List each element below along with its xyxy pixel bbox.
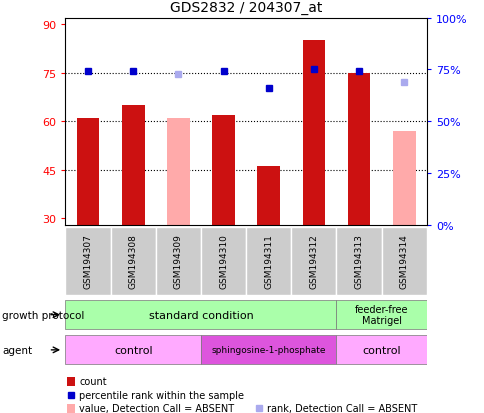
Bar (200, 335, 336, 365)
Text: GSM194309: GSM194309 (174, 234, 182, 289)
Text: GSM194310: GSM194310 (219, 234, 227, 289)
Bar (245, 227, 291, 295)
Bar (336, 300, 426, 330)
Bar (336, 227, 381, 295)
Bar (291, 227, 336, 295)
Bar (67, 404, 75, 413)
Bar (392, 131, 415, 225)
Text: agent: agent (2, 345, 32, 355)
Bar (336, 335, 426, 365)
Text: sphingosine-1-phosphate: sphingosine-1-phosphate (211, 346, 325, 354)
Text: feeder-free
Matrigel: feeder-free Matrigel (354, 304, 408, 326)
Text: GSM194313: GSM194313 (354, 234, 363, 289)
Bar (110, 227, 155, 295)
Bar (167, 119, 189, 225)
Text: count: count (79, 376, 106, 386)
Title: GDS2832 / 204307_at: GDS2832 / 204307_at (169, 1, 322, 15)
Bar (121, 106, 144, 225)
Text: GSM194312: GSM194312 (309, 234, 318, 289)
Bar (67, 377, 75, 386)
Text: GSM194308: GSM194308 (128, 234, 137, 289)
Text: GSM194314: GSM194314 (399, 234, 408, 289)
Text: GSM194311: GSM194311 (264, 234, 272, 289)
Bar (76, 119, 99, 225)
Text: standard condition: standard condition (148, 310, 253, 320)
Bar (65, 335, 200, 365)
Bar (381, 227, 426, 295)
Text: control: control (362, 345, 400, 355)
Bar (65, 227, 110, 295)
Text: GSM194307: GSM194307 (83, 234, 92, 289)
Bar (257, 167, 279, 225)
Bar (65, 300, 336, 330)
Text: value, Detection Call = ABSENT: value, Detection Call = ABSENT (79, 404, 234, 413)
Bar (302, 41, 324, 225)
Text: growth protocol: growth protocol (2, 310, 85, 320)
Text: control: control (114, 345, 152, 355)
Bar (155, 227, 200, 295)
Bar (347, 74, 370, 225)
Bar (212, 115, 234, 225)
Text: percentile rank within the sample: percentile rank within the sample (79, 390, 244, 400)
Text: rank, Detection Call = ABSENT: rank, Detection Call = ABSENT (267, 404, 417, 413)
Bar (200, 227, 245, 295)
